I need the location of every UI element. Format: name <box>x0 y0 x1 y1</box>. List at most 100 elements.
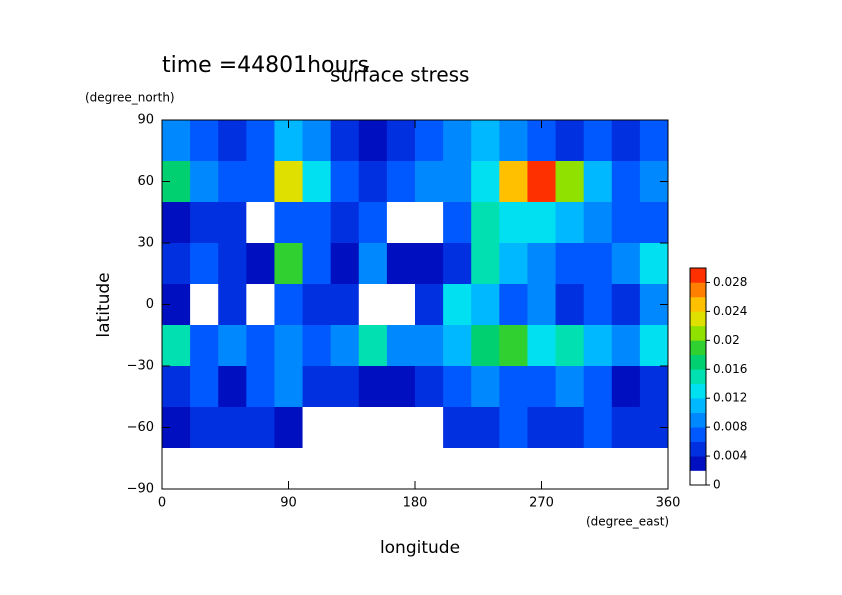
field-cell <box>555 202 585 244</box>
field-cell <box>471 243 500 285</box>
field-cell <box>583 448 613 490</box>
field-cell <box>443 284 472 326</box>
field-cell <box>358 120 388 162</box>
field-cell <box>471 202 500 244</box>
field-cell <box>583 243 613 285</box>
field-cell <box>443 448 472 490</box>
field-cell <box>386 448 416 490</box>
field-cell <box>611 284 641 326</box>
x-axis-label: longitude <box>380 538 460 558</box>
field-cell <box>611 120 641 162</box>
field-cell <box>639 448 669 490</box>
field-cell <box>555 161 585 203</box>
field-cell <box>386 407 416 449</box>
field-cell <box>583 202 613 244</box>
field-cell <box>218 325 247 367</box>
field-cell <box>330 161 360 203</box>
field-cell <box>302 325 332 367</box>
x-tick-label: 90 <box>280 496 297 511</box>
field-cell <box>583 120 613 162</box>
field-cell <box>330 120 360 162</box>
colorbar-band <box>690 470 706 486</box>
field-cell <box>499 202 528 244</box>
colorbar-band <box>690 427 706 442</box>
y-tick-label: 60 <box>137 174 154 189</box>
colorbar-tick-label: 0.004 <box>713 449 747 463</box>
field-cell <box>415 120 444 162</box>
field-cell <box>583 161 613 203</box>
field-cell <box>499 448 528 490</box>
field-cell <box>611 161 641 203</box>
field-cell <box>555 407 585 449</box>
field-cell <box>527 284 557 326</box>
field-cell <box>639 325 669 367</box>
field-cell <box>190 407 219 449</box>
colorbar-band <box>690 282 706 298</box>
field-cell <box>246 120 275 162</box>
field-cell <box>162 243 191 285</box>
field-cell <box>611 366 641 408</box>
field-cell <box>471 161 500 203</box>
field-cell <box>527 161 557 203</box>
field-cell <box>527 202 557 244</box>
field-cell <box>443 161 472 203</box>
field-cell <box>415 448 444 490</box>
field-cell <box>555 120 585 162</box>
y-axis-label: latitude <box>94 272 114 337</box>
field-cell <box>190 161 219 203</box>
colorbar-band <box>690 268 706 283</box>
field-cell <box>302 202 332 244</box>
colorbar-band <box>690 325 706 341</box>
field-cell <box>471 448 500 490</box>
y-tick-label: 0 <box>146 297 154 312</box>
field-cell <box>443 243 472 285</box>
field-cell <box>443 202 472 244</box>
field-cell <box>246 202 275 244</box>
x-tick-label: 360 <box>656 496 681 511</box>
field-cell <box>639 366 669 408</box>
field-cell <box>415 161 444 203</box>
field-cell <box>611 325 641 367</box>
field-cell <box>443 407 472 449</box>
field-cell <box>274 366 304 408</box>
field-cell <box>246 284 275 326</box>
field-cell <box>246 243 275 285</box>
field-cell <box>218 161 247 203</box>
field-cell <box>499 325 528 367</box>
field-cell <box>246 407 275 449</box>
field-cell <box>330 202 360 244</box>
field-cell <box>330 366 360 408</box>
field-cell <box>443 366 472 408</box>
x-tick-label: 0 <box>158 496 166 511</box>
field-cell <box>443 325 472 367</box>
colorbar-frame <box>689 267 707 486</box>
field-cell <box>190 202 219 244</box>
field-cell <box>162 120 191 162</box>
field-cell <box>190 243 219 285</box>
colorbar-tick-label: 0.02 <box>713 333 740 347</box>
field-cell <box>611 243 641 285</box>
colorbar-band <box>690 398 706 413</box>
field-cell <box>330 284 360 326</box>
field-cell <box>218 448 247 490</box>
field-cell <box>386 284 416 326</box>
colorbar-band <box>690 296 706 312</box>
colorbar-band <box>690 456 706 471</box>
field-cell <box>358 325 388 367</box>
field-cell <box>330 448 360 490</box>
field-cell <box>162 202 191 244</box>
y-tick-label: 90 <box>137 113 154 128</box>
field-cell <box>611 407 641 449</box>
field-cell <box>471 407 500 449</box>
colorbar-band <box>690 383 706 399</box>
field-cell <box>639 243 669 285</box>
field-cell <box>555 366 585 408</box>
field-cell <box>415 366 444 408</box>
colorbar-tick-label: 0.028 <box>713 275 747 289</box>
field-cell <box>246 448 275 490</box>
field-cell <box>415 243 444 285</box>
field-cell <box>386 161 416 203</box>
field-cell <box>162 325 191 367</box>
field-cell <box>499 161 528 203</box>
